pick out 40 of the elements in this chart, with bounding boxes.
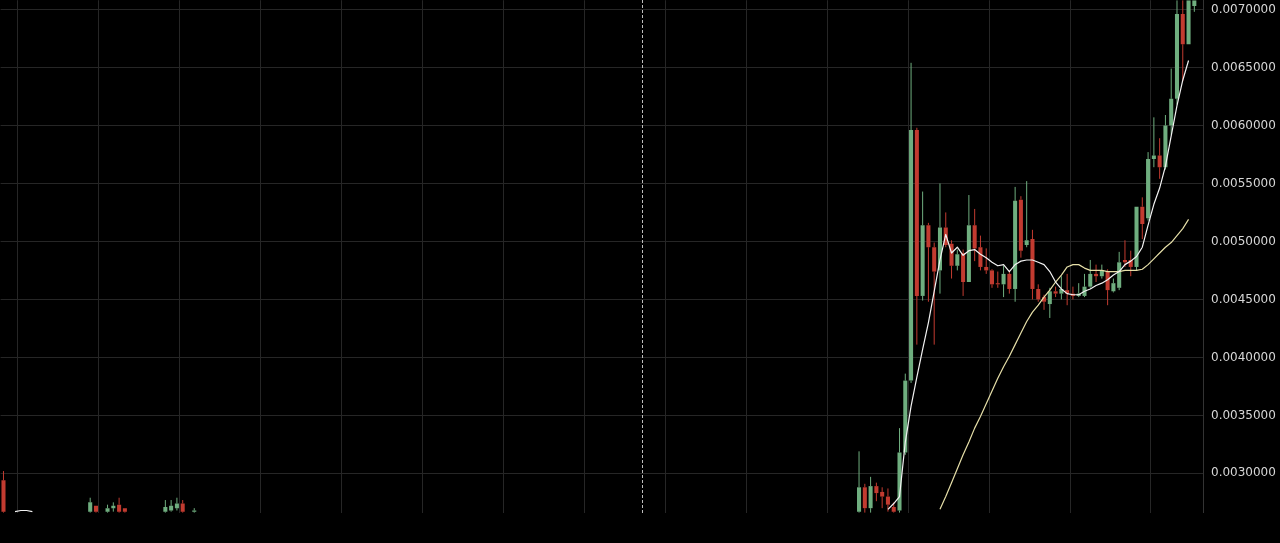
candlestick [1157,137,1162,180]
candlestick [989,270,995,289]
y-tick-label: 0.0050000 [1211,233,1276,248]
candlestick [1180,0,1185,82]
candlestick [1146,151,1151,221]
candlestick [1088,259,1093,287]
candlestick [909,62,914,384]
y-tick-label: 0.0030000 [1211,465,1276,480]
y-tick-label: 0.0070000 [1211,1,1276,16]
y-tick-label: 0.0060000 [1211,117,1276,132]
candlestick [1163,114,1168,170]
candlestick [1036,283,1041,303]
y-tick-label: 0.0045000 [1211,291,1276,306]
candlestick [914,127,919,345]
candlestick [1013,186,1018,303]
candlestick [874,481,879,502]
candlestick [880,486,885,509]
candlestick [1,470,6,512]
candlestick [1018,195,1023,258]
candlestick [1024,180,1029,248]
candlestick [926,222,931,303]
candlestick [180,499,185,512]
y-tick-label: 0.0055000 [1211,175,1276,190]
candlestick [1117,251,1122,291]
candlestick [1134,206,1139,271]
candlestick [117,497,122,512]
candlestick [961,248,966,297]
y-tick-label: 0.0035000 [1211,407,1276,422]
candlestick [932,241,937,345]
candlestick [868,476,873,513]
candlestick [966,194,971,282]
candlestick [1140,196,1145,240]
candlestick [1174,0,1180,105]
candlestick [1001,265,1006,298]
candlestick [1030,229,1035,300]
y-tick-label: 0.0065000 [1211,59,1276,74]
candlestick [885,487,890,512]
y-tick-label: 0.0040000 [1211,349,1276,364]
candlestick [857,450,862,512]
candlestick [920,190,925,301]
